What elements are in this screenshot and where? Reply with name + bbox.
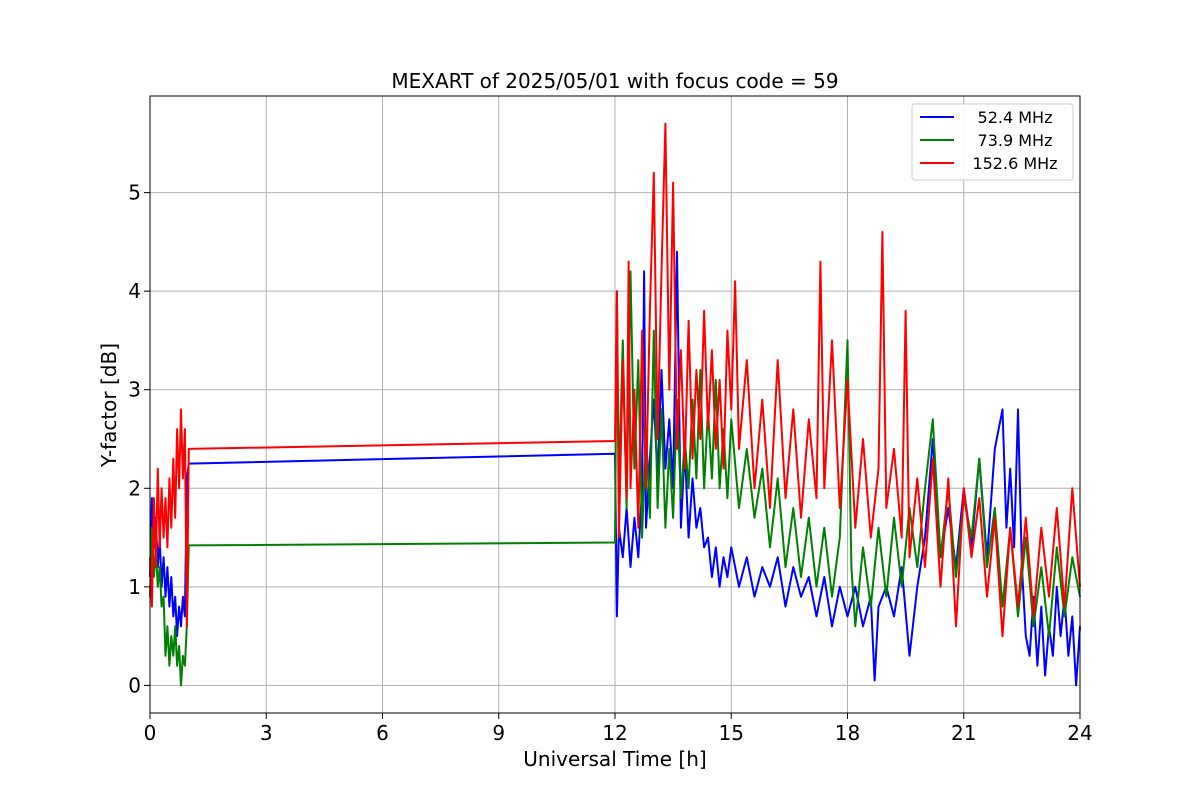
series-layer	[149, 122, 1081, 687]
series-line-73mhz	[149, 270, 1081, 687]
x-tick-label: 3	[260, 721, 273, 745]
y-tick-label: 1	[128, 575, 141, 599]
x-tick-label: 24	[1067, 721, 1092, 745]
x-axis-label: Universal Time [h]	[523, 747, 706, 771]
legend-label-73mhz: 73.9 MHz	[978, 131, 1053, 150]
x-tick-label: 15	[719, 721, 744, 745]
y-tick-label: 0	[128, 673, 141, 697]
y-tick-label: 3	[128, 378, 141, 402]
legend: 52.4 MHz 73.9 MHz 152.6 MHz	[911, 103, 1074, 181]
x-axis-ticks: 0 3 6 9 12 15 18 21 24	[144, 713, 1093, 745]
y-axis-ticks: 0 1 2 3 4 5	[128, 181, 150, 697]
x-tick-label: 9	[492, 721, 505, 745]
x-tick-label: 12	[602, 721, 627, 745]
x-tick-label: 21	[951, 721, 976, 745]
legend-label-52mhz: 52.4 MHz	[978, 108, 1053, 127]
x-tick-label: 6	[376, 721, 389, 745]
x-tick-label: 18	[835, 721, 860, 745]
y-tick-label: 2	[128, 476, 141, 500]
series-line-152mhz	[149, 122, 1081, 638]
x-tick-label: 0	[144, 721, 157, 745]
legend-box	[911, 103, 1074, 181]
series-line-52mhz	[149, 250, 1081, 687]
y-axis-label: Y-factor [dB]	[97, 343, 121, 468]
y-tick-label: 4	[128, 279, 141, 303]
chart-title: MEXART of 2025/05/01 with focus code = 5…	[391, 69, 838, 93]
y-tick-label: 5	[128, 181, 141, 205]
legend-label-152mhz: 152.6 MHz	[972, 154, 1057, 173]
